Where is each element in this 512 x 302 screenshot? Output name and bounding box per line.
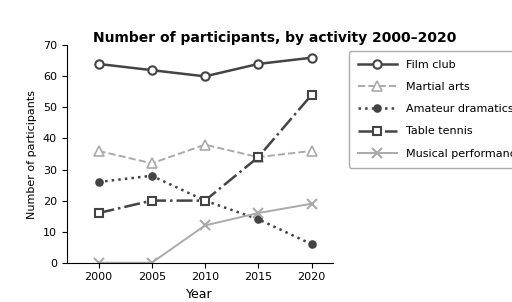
- Amateur dramatics: [308, 242, 314, 246]
- Musical performances: [202, 224, 208, 227]
- Table tennis: [148, 199, 155, 202]
- Title: Number of participants, by activity 2000–2020: Number of participants, by activity 2000…: [93, 31, 456, 45]
- Film club: [148, 68, 155, 72]
- Table tennis: [202, 199, 208, 202]
- Martial arts: [148, 162, 155, 165]
- Martial arts: [308, 149, 314, 153]
- Line: Film club: Film club: [94, 53, 316, 81]
- Amateur dramatics: [202, 199, 208, 202]
- Musical performances: [148, 261, 155, 265]
- Line: Amateur dramatics: Amateur dramatics: [95, 172, 315, 248]
- Line: Martial arts: Martial arts: [94, 140, 316, 168]
- Line: Table tennis: Table tennis: [94, 91, 316, 217]
- Line: Musical performances: Musical performances: [94, 199, 316, 268]
- Musical performances: [255, 211, 261, 215]
- Amateur dramatics: [95, 180, 101, 184]
- Musical performances: [95, 261, 101, 265]
- Amateur dramatics: [148, 174, 155, 178]
- Martial arts: [255, 155, 261, 159]
- Amateur dramatics: [255, 217, 261, 221]
- Martial arts: [95, 149, 101, 153]
- Film club: [255, 62, 261, 66]
- Film club: [95, 62, 101, 66]
- Film club: [202, 75, 208, 78]
- Table tennis: [308, 93, 314, 97]
- Musical performances: [308, 202, 314, 206]
- X-axis label: Year: Year: [186, 288, 213, 301]
- Film club: [308, 56, 314, 59]
- Legend: Film club, Martial arts, Amateur dramatics, Table tennis, Musical performances: Film club, Martial arts, Amateur dramati…: [349, 51, 512, 168]
- Y-axis label: Number of participants: Number of participants: [27, 89, 37, 219]
- Table tennis: [255, 155, 261, 159]
- Martial arts: [202, 143, 208, 146]
- Table tennis: [95, 211, 101, 215]
